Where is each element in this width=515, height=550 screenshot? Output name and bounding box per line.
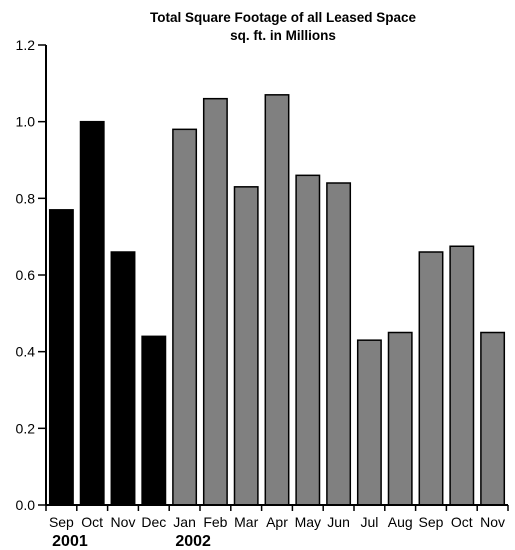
x-tick-label: Aug xyxy=(388,514,413,530)
x-tick-label: Mar xyxy=(234,514,258,530)
x-tick-label: May xyxy=(295,514,321,530)
x-tick-label: Sep xyxy=(419,514,444,530)
y-tick-label: 1.0 xyxy=(16,114,36,130)
chart-subtitle: sq. ft. in Millions xyxy=(230,28,336,43)
bar xyxy=(202,97,228,506)
y-tick-label: 0.4 xyxy=(16,344,36,360)
y-tick-label: 0.8 xyxy=(16,190,36,206)
bar xyxy=(110,251,136,506)
year-label: 2001 xyxy=(52,533,88,550)
year-labels: 2001 2002 xyxy=(52,533,211,550)
y-tick-label: 0.2 xyxy=(16,420,36,436)
bar xyxy=(141,335,167,506)
x-tick-label: Oct xyxy=(451,514,473,530)
x-tick-label: Nov xyxy=(111,514,136,530)
bar xyxy=(48,209,74,506)
bar xyxy=(295,174,321,506)
x-tick-label: Sep xyxy=(49,514,74,530)
y-axis-ticks: 0.0 0.2 0.4 0.6 0.8 1.0 1.2 xyxy=(16,37,46,513)
bar xyxy=(326,182,352,506)
x-tick-label: Dec xyxy=(141,514,166,530)
x-tick-label: Nov xyxy=(480,514,505,530)
bar xyxy=(356,339,382,506)
bar xyxy=(418,251,444,506)
x-tick-label: Feb xyxy=(203,514,227,530)
bar xyxy=(449,245,475,506)
bar xyxy=(233,186,259,506)
bar xyxy=(172,128,198,506)
y-tick-label: 1.2 xyxy=(16,37,36,53)
bars xyxy=(48,94,506,506)
x-tick-label: Apr xyxy=(266,514,288,530)
chart-title: Total Square Footage of all Leased Space xyxy=(150,10,417,25)
bar xyxy=(480,331,506,506)
bar xyxy=(264,94,290,506)
x-tick-label: Jun xyxy=(327,514,350,530)
x-tick-label: Jul xyxy=(360,514,378,530)
y-tick-label: 0.6 xyxy=(16,267,36,283)
bar xyxy=(387,331,413,506)
bar xyxy=(79,120,105,506)
y-tick-label: 0.0 xyxy=(16,497,36,513)
year-label: 2002 xyxy=(175,533,211,550)
x-tick-label: Oct xyxy=(81,514,103,530)
x-tick-label: Jan xyxy=(173,514,196,530)
x-axis-labels: Sep Oct Nov Dec Jan Feb Mar Apr May Jun Jul Aug Sep O… xyxy=(45,505,509,530)
